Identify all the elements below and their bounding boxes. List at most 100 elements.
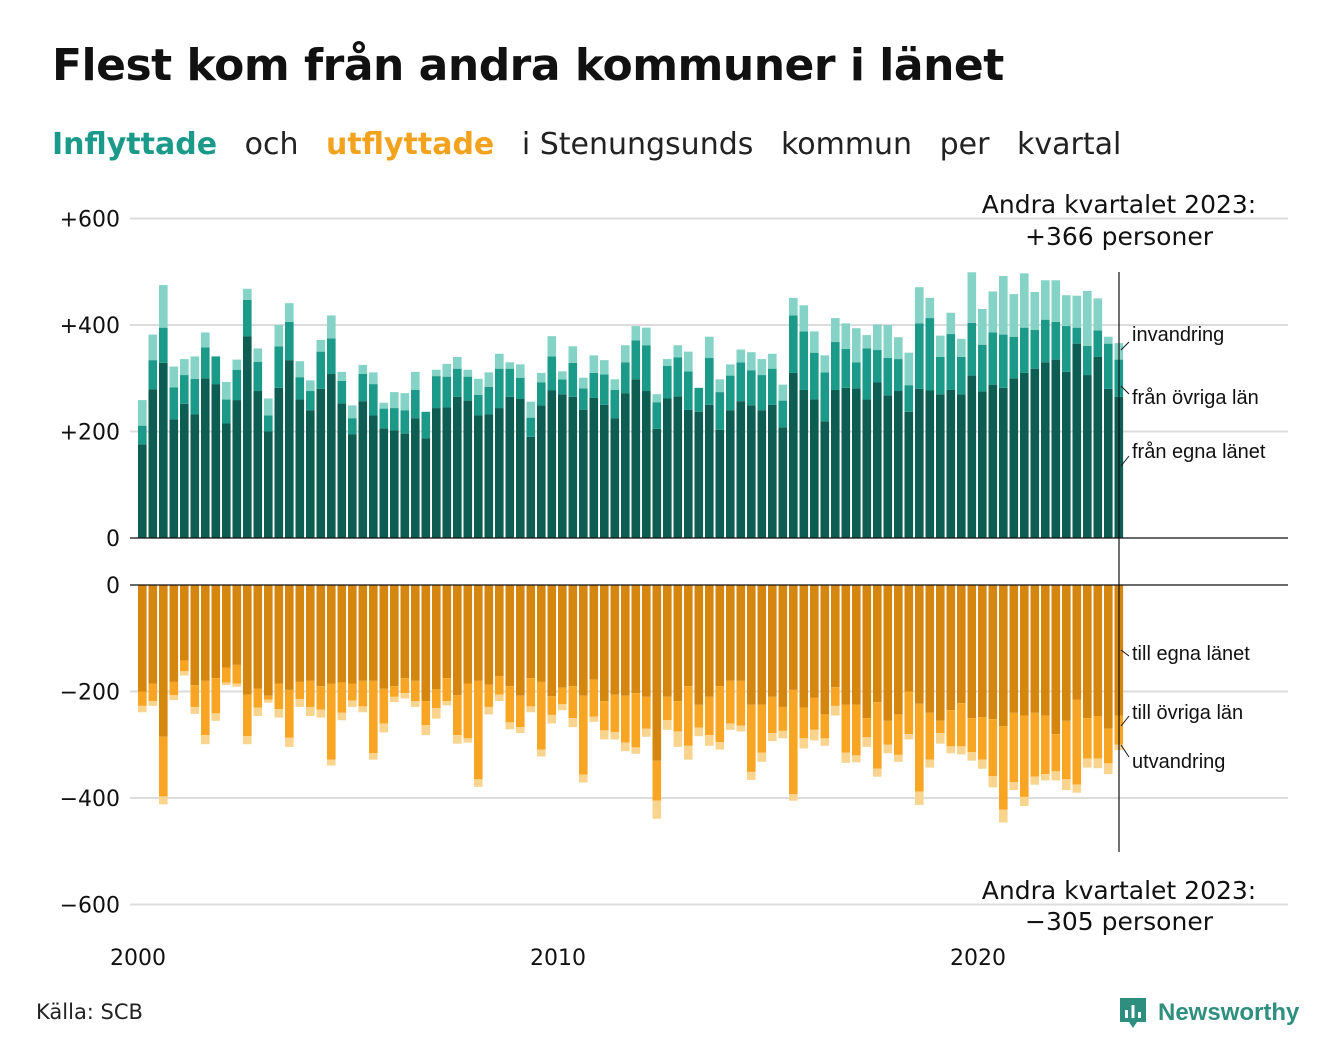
bar-out-till-egna-lanet — [306, 585, 315, 681]
annotation-bottom-line2: −305 personer — [1025, 907, 1214, 936]
bar-in-invandring — [253, 348, 263, 362]
bar-out-till-egna-lanet — [421, 585, 431, 702]
bar-out-till-ovriga-lan — [159, 736, 168, 797]
bar-out-till-ovriga-lan — [327, 683, 336, 760]
bar-out-till-ovriga-lan — [768, 696, 777, 734]
bar-in-fran-egna-lanet — [799, 389, 809, 538]
x-tick-labels: 2000 2010 2020 — [110, 946, 1006, 971]
bar-in-invandring — [852, 328, 861, 363]
bar-in-fran-egna-lanet — [988, 384, 998, 538]
bar-in-fran-ovriga-lan — [694, 387, 704, 412]
bar-out-utvandring — [663, 720, 672, 730]
bar-out-till-ovriga-lan — [306, 680, 315, 707]
bar-out-till-egna-lanet — [1062, 585, 1071, 721]
bar-out-till-egna-lanet — [789, 585, 798, 690]
bar-in-invandring — [306, 380, 315, 392]
bar-in-fran-egna-lanet — [831, 389, 840, 538]
bar-out-utvandring — [600, 730, 609, 740]
bar-out-till-egna-lanet — [463, 585, 473, 684]
label-utvandring: utvandring — [1132, 751, 1225, 773]
bar-in-fran-ovriga-lan — [600, 374, 609, 405]
bar-in-fran-ovriga-lan — [190, 378, 200, 415]
bar-out-till-egna-lanet — [883, 585, 893, 721]
bar-out-till-egna-lanet — [253, 585, 263, 689]
bar-in-fran-egna-lanet — [1009, 378, 1019, 538]
bar-out-till-egna-lanet — [694, 585, 704, 705]
bar-in-fran-egna-lanet — [904, 411, 914, 538]
bar-in-fran-egna-lanet — [274, 387, 284, 538]
bar-in-invandring — [789, 297, 798, 316]
bar-out-utvandring — [694, 727, 704, 737]
bar-out-utvandring — [232, 683, 242, 687]
bar-out-till-ovriga-lan — [747, 704, 756, 772]
bar-in-invandring — [957, 338, 966, 357]
bar-in-invandring — [589, 355, 599, 373]
bar-out-till-egna-lanet — [201, 585, 210, 681]
bar-out-till-egna-lanet — [442, 585, 452, 679]
bar-out-till-ovriga-lan — [757, 704, 767, 753]
bar-in-fran-ovriga-lan — [295, 377, 305, 400]
bar-in-fran-ovriga-lan — [1083, 345, 1092, 376]
bar-in-invandring — [684, 351, 693, 372]
bar-in-fran-egna-lanet — [642, 391, 651, 538]
bar-out-till-egna-lanet — [946, 585, 956, 711]
bar-in-fran-ovriga-lan — [369, 384, 378, 416]
bar-in-invandring — [810, 331, 819, 353]
bar-in-invandring — [652, 394, 662, 403]
bar-out-utvandring — [1104, 763, 1113, 775]
bar-in-fran-egna-lanet — [610, 418, 620, 538]
bar-in-fran-ovriga-lan — [327, 338, 336, 374]
bar-out-till-egna-lanet — [474, 585, 483, 681]
bar-in-fran-egna-lanet — [495, 408, 504, 538]
bar-in-invandring — [463, 369, 473, 377]
label-till-egna-lanet: till egna länet — [1132, 643, 1250, 665]
bar-in-fran-egna-lanet — [967, 375, 977, 538]
bar-out-till-egna-lanet — [642, 585, 651, 697]
bar-in-invandring — [526, 401, 536, 418]
bar-in-invandring — [474, 378, 483, 395]
bar-out-utvandring — [400, 693, 410, 699]
subtitle-kommun: kommun — [780, 127, 913, 162]
bar-out-till-ovriga-lan — [169, 681, 179, 696]
bar-in-fran-ovriga-lan — [705, 358, 714, 405]
bar-in-invandring — [999, 276, 1008, 335]
bar-out-utvandring — [274, 709, 284, 718]
bar-in-fran-egna-lanet — [1083, 375, 1092, 538]
bar-in-invandring — [915, 287, 924, 324]
bar-out-till-egna-lanet — [285, 585, 294, 690]
bar-in-invandring — [1041, 280, 1050, 320]
bar-out-till-ovriga-lan — [537, 681, 546, 750]
bar-in-invandring — [1030, 291, 1040, 330]
bar-in-fran-egna-lanet — [537, 405, 546, 538]
bar-out-till-egna-lanet — [936, 585, 945, 721]
bar-out-till-ovriga-lan — [390, 686, 399, 697]
bar-in-fran-egna-lanet — [547, 390, 557, 538]
bar-in-invandring — [1083, 290, 1092, 346]
bar-in-invandring — [673, 345, 683, 358]
bar-out-utvandring — [316, 709, 326, 718]
bar-out-till-ovriga-lan — [138, 691, 147, 706]
bar-in-invandring — [883, 325, 893, 359]
bar-out-utvandring — [169, 695, 179, 701]
bar-in-fran-ovriga-lan — [747, 370, 756, 406]
bar-out-till-egna-lanet — [663, 585, 672, 697]
bar-in-fran-ovriga-lan — [715, 392, 725, 430]
y-tick-label-top: +200 — [60, 421, 120, 446]
bar-in-invandring — [1072, 295, 1082, 328]
bar-out-till-ovriga-lan — [337, 682, 347, 713]
bar-out-utvandring — [159, 796, 168, 805]
bar-in-invandring — [411, 371, 420, 390]
bar-in-fran-egna-lanet — [516, 399, 525, 538]
bar-out-till-ovriga-lan — [642, 696, 651, 729]
bar-in-fran-ovriga-lan — [589, 372, 599, 398]
bar-out-till-ovriga-lan — [946, 710, 956, 747]
bar-out-utvandring — [243, 736, 252, 745]
bar-in-fran-egna-lanet — [369, 415, 378, 538]
bar-out-till-egna-lanet — [831, 585, 840, 688]
bar-out-till-egna-lanet — [810, 585, 819, 698]
bar-in-fran-egna-lanet — [621, 393, 630, 538]
bar-in-fran-egna-lanet — [568, 396, 578, 538]
y-tick-label-top: +400 — [60, 314, 120, 339]
bar-in-fran-ovriga-lan — [568, 362, 578, 397]
bar-out-utvandring — [925, 759, 935, 768]
